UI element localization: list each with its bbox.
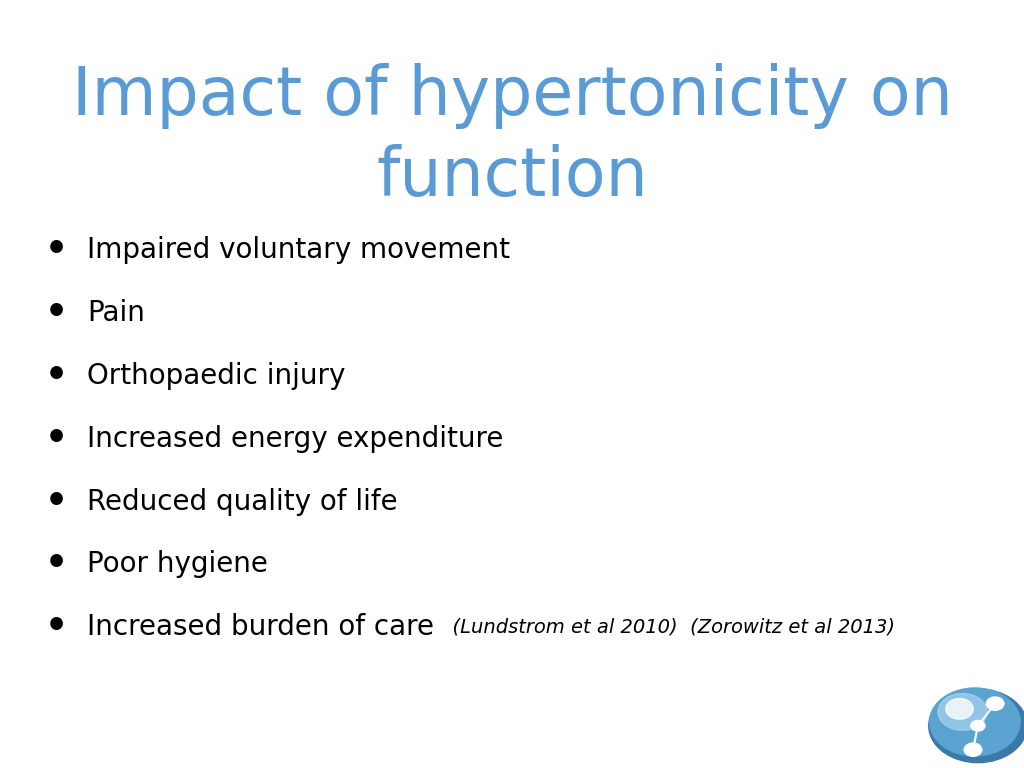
Text: •: • xyxy=(45,359,68,392)
Circle shape xyxy=(929,689,1024,763)
Text: •: • xyxy=(45,296,68,329)
Text: •: • xyxy=(45,485,68,518)
Text: Increased energy expenditure: Increased energy expenditure xyxy=(87,425,504,452)
Circle shape xyxy=(965,743,982,756)
Text: •: • xyxy=(45,233,68,266)
Text: Impact of hypertonicity on: Impact of hypertonicity on xyxy=(72,63,952,129)
Circle shape xyxy=(946,699,973,719)
Text: Reduced quality of life: Reduced quality of life xyxy=(87,488,397,515)
Text: Pain: Pain xyxy=(87,299,145,326)
Circle shape xyxy=(938,694,987,730)
Circle shape xyxy=(930,688,1020,756)
Text: function: function xyxy=(376,144,648,210)
Text: •: • xyxy=(45,548,68,581)
Text: Increased burden of care: Increased burden of care xyxy=(87,614,434,641)
Text: •: • xyxy=(45,422,68,455)
Text: Poor hygiene: Poor hygiene xyxy=(87,551,268,578)
Text: •: • xyxy=(45,611,68,644)
Circle shape xyxy=(971,720,985,731)
Circle shape xyxy=(986,697,1004,710)
Text: Impaired voluntary movement: Impaired voluntary movement xyxy=(87,236,510,263)
Text: Orthopaedic injury: Orthopaedic injury xyxy=(87,362,345,389)
Text: (Lundstrom et al 2010)  (Zorowitz et al 2013): (Lundstrom et al 2010) (Zorowitz et al 2… xyxy=(440,618,895,637)
